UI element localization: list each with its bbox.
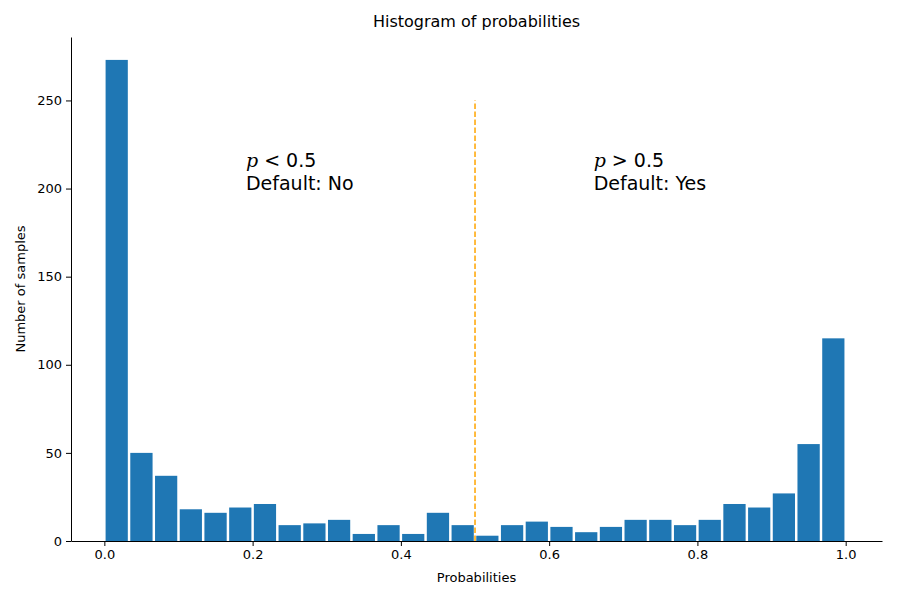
x-tick-mark <box>253 541 254 546</box>
histogram-bar <box>229 508 251 541</box>
y-axis-title: Number of samples <box>13 225 28 352</box>
x-tick: 0.2 <box>243 541 264 562</box>
histogram-bar <box>723 504 745 541</box>
histogram-bar <box>600 527 622 541</box>
histogram-bar <box>155 476 177 541</box>
annotation-text: p < 0.5 <box>246 149 316 171</box>
histogram-bar <box>797 444 819 541</box>
x-tick-mark <box>846 541 847 546</box>
histogram-bar <box>452 525 474 541</box>
threshold-line <box>474 100 476 541</box>
marks <box>106 60 845 541</box>
annotations: p < 0.5Default: No p > 0.5Default: Yes <box>246 149 706 194</box>
histogram-bar <box>402 534 424 541</box>
histogram-bar <box>625 520 647 541</box>
histogram-bar <box>575 532 597 541</box>
histogram-bar <box>328 520 350 541</box>
y-tick: 50 <box>45 446 71 461</box>
y-tick: 100 <box>37 357 71 372</box>
x-tick: 0.0 <box>95 541 116 562</box>
histogram-bar <box>427 513 449 541</box>
y-tick-label: 50 <box>45 446 62 461</box>
y-tick-label: 150 <box>37 269 62 284</box>
y-tick: 250 <box>37 93 71 108</box>
histogram-bar <box>204 513 226 541</box>
histogram-bar <box>501 525 523 541</box>
plot-area: 0.0 0.2 0.4 0.6 0.8 1.0 0 50 100 150 200 250 p < 0.5… <box>37 38 882 563</box>
y-tick-mark <box>66 277 71 278</box>
histogram-bar <box>699 520 721 541</box>
y-tick-label: 200 <box>37 181 62 196</box>
x-tick-mark <box>104 541 105 546</box>
y-tick-label: 100 <box>37 357 62 372</box>
x-tick-mark <box>697 541 698 546</box>
annotation-text: Default: No <box>246 172 354 194</box>
x-tick-label: 1.0 <box>836 547 857 562</box>
x-tick: 0.6 <box>539 541 560 562</box>
y-axis: 0 50 100 150 200 250 <box>37 38 71 549</box>
x-tick-label: 0.4 <box>391 547 412 562</box>
y-tick: 150 <box>37 269 71 284</box>
x-tick: 1.0 <box>836 541 857 562</box>
y-tick-mark <box>66 189 71 190</box>
x-tick-label: 0.6 <box>539 547 560 562</box>
histogram-bar <box>649 520 671 541</box>
histogram-bar <box>106 60 128 541</box>
histogram-bar <box>550 527 572 541</box>
x-tick-label: 0.8 <box>688 547 709 562</box>
histogram-bar <box>353 534 375 541</box>
histogram-bar <box>377 525 399 541</box>
histogram-bar <box>180 509 202 541</box>
x-axis: 0.0 0.2 0.4 0.6 0.8 1.0 <box>72 541 883 562</box>
histogram-bar <box>476 536 498 541</box>
histogram-bar <box>279 525 301 541</box>
x-tick-mark <box>401 541 402 546</box>
histogram-bar <box>748 508 770 541</box>
y-axis-line <box>71 38 72 542</box>
histogram-bar <box>674 525 696 541</box>
y-tick: 0 <box>54 534 71 549</box>
chart-title: Histogram of probabilities <box>373 12 580 31</box>
y-tick-label: 250 <box>37 93 62 108</box>
x-axis-line <box>72 541 883 542</box>
chart: 0.0 0.2 0.4 0.6 0.8 1.0 0 50 100 150 200 250 p < 0.5… <box>0 0 900 600</box>
y-tick-mark <box>66 453 71 454</box>
y-tick-mark <box>66 541 71 542</box>
histogram-bar <box>254 504 276 541</box>
x-tick: 0.8 <box>688 541 709 562</box>
annotation-text: p > 0.5 <box>594 149 664 171</box>
x-tick-mark <box>549 541 550 546</box>
x-axis-title: Probabilities <box>437 570 517 585</box>
histogram-bar <box>773 493 795 541</box>
x-tick-label: 0.0 <box>95 547 116 562</box>
y-tick-mark <box>66 100 71 101</box>
y-tick: 200 <box>37 181 71 196</box>
x-tick: 0.4 <box>391 541 412 562</box>
y-tick-label: 0 <box>54 534 62 549</box>
annotation-text: Default: Yes <box>594 172 707 194</box>
x-tick-label: 0.2 <box>243 547 264 562</box>
histogram-bar <box>303 523 325 541</box>
y-tick-mark <box>66 365 71 366</box>
histogram-bar <box>130 453 152 541</box>
histogram-bar <box>822 338 844 541</box>
histogram-bar <box>526 522 548 541</box>
